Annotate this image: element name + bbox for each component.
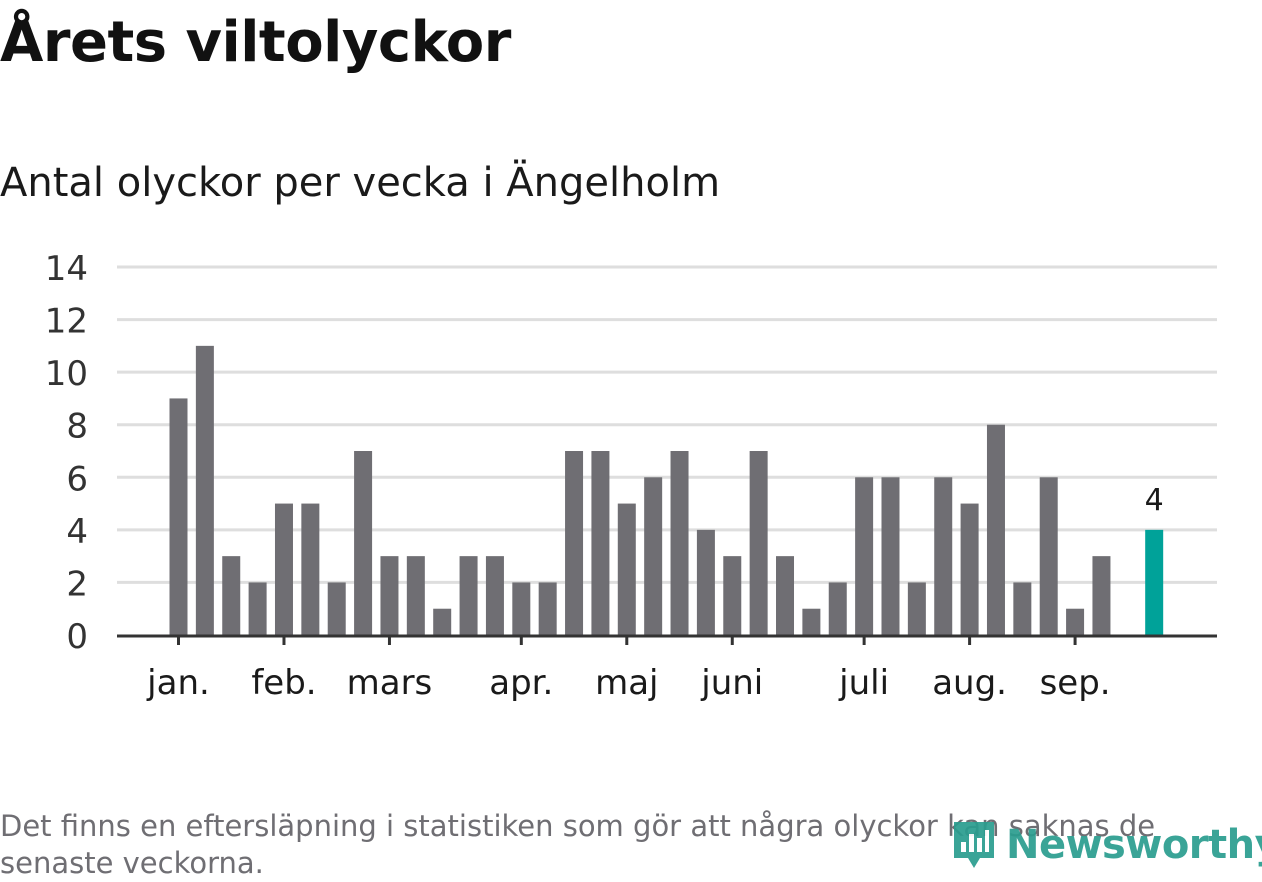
bar: [485, 556, 504, 635]
bar: [986, 424, 1005, 635]
bar: [512, 582, 531, 635]
bar-chart: 0 2 4 6 8 10 12 14 4 jan. feb. mars apr. maj juni jul…: [45, 249, 1217, 703]
x-tick-label: aug.: [932, 663, 1007, 703]
y-axis-ticks: 0 2 4 6 8 10 12 14: [45, 249, 88, 657]
bar: [274, 503, 293, 635]
bar: [380, 556, 399, 635]
y-tick-label: 4: [66, 512, 88, 552]
chart-subtitle: Antal olyckor per vecka i Ängelholm: [0, 160, 721, 206]
bar-highlight: [1145, 529, 1164, 635]
bar: [1013, 582, 1032, 635]
bar: [749, 451, 768, 635]
bar: [934, 477, 953, 635]
bar: [828, 582, 847, 635]
y-tick-label: 2: [66, 564, 88, 604]
bar: [195, 345, 214, 635]
x-tick-label: apr.: [489, 663, 553, 703]
bar: [907, 582, 926, 635]
bar: [644, 477, 663, 635]
highlight-value-label: 4: [1145, 483, 1164, 518]
x-axis-ticks: jan. feb. mars apr. maj juni juli aug. sep.: [146, 637, 1111, 703]
bar: [670, 451, 689, 635]
x-tick-label: maj: [595, 663, 658, 703]
y-tick-label: 6: [66, 459, 88, 499]
x-tick-label: feb.: [251, 663, 316, 703]
bar: [354, 451, 373, 635]
newsworthy-logo: Newsworthy: [950, 818, 1262, 872]
y-tick-label: 0: [66, 617, 88, 657]
bar: [327, 582, 346, 635]
bar: [881, 477, 900, 635]
bar: [617, 503, 636, 635]
y-tick-label: 10: [45, 354, 88, 394]
bar: [1039, 477, 1058, 635]
x-tick-label: jan.: [146, 663, 210, 703]
bars: 4: [169, 345, 1164, 635]
bar: [802, 608, 821, 635]
bar: [169, 398, 188, 635]
logo-text: Newsworthy: [1006, 822, 1262, 868]
bar: [433, 608, 452, 635]
bar: [696, 529, 715, 635]
x-tick-label: mars: [347, 663, 433, 703]
x-tick-label: sep.: [1040, 663, 1111, 703]
bar: [723, 556, 742, 635]
bar: [406, 556, 425, 635]
newsworthy-logo-icon: [954, 822, 994, 868]
x-tick-label: juli: [838, 663, 889, 703]
bar: [248, 582, 267, 635]
chart-title: Årets viltolyckor: [0, 10, 511, 75]
y-tick-label: 8: [66, 407, 88, 447]
bar: [538, 582, 557, 635]
bar: [565, 451, 584, 635]
bar: [222, 556, 241, 635]
bar: [1092, 556, 1111, 635]
bar: [1066, 608, 1085, 635]
bar: [776, 556, 795, 635]
bar: [960, 503, 979, 635]
y-tick-label: 14: [45, 249, 88, 289]
grid-lines: [117, 265, 1217, 584]
x-tick-label: juni: [700, 663, 763, 703]
y-tick-label: 12: [45, 302, 88, 342]
bar: [459, 556, 478, 635]
bar: [855, 477, 874, 635]
bar: [301, 503, 320, 635]
bar: [591, 451, 610, 635]
